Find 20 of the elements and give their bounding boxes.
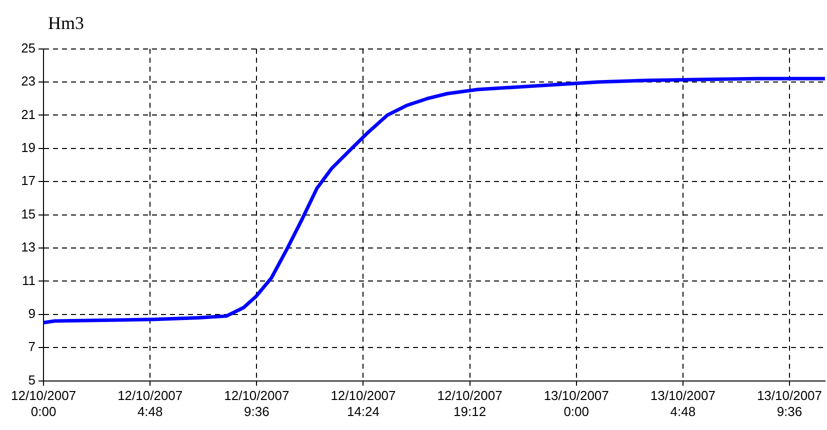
x-tick-label: 12/10/2007 14:24 bbox=[330, 388, 396, 419]
x-tick-label: 13/10/2007 9:36 bbox=[756, 388, 822, 419]
y-tick-label: 9 bbox=[28, 306, 36, 321]
y-tick-label: 13 bbox=[21, 240, 36, 255]
x-tick-label: 12/10/2007 19:12 bbox=[437, 388, 502, 419]
y-tick-label: 15 bbox=[21, 206, 36, 222]
y-axis-title: Hm3 bbox=[47, 12, 85, 35]
y-tick-label: 7 bbox=[28, 339, 36, 354]
x-tick-label: 12/10/2007 4:48 bbox=[118, 388, 183, 419]
x-tick-label: 13/10/2007 0:00 bbox=[544, 388, 609, 419]
y-tick-label: 19 bbox=[21, 140, 36, 155]
y-tick-label: 23 bbox=[21, 74, 36, 89]
y-tick-label: 25 bbox=[21, 40, 36, 56]
x-tick-label: 12/10/2007 0:00 bbox=[10, 388, 76, 419]
y-tick-label: 17 bbox=[21, 173, 36, 188]
y-tick-label: 21 bbox=[21, 106, 36, 122]
y-tick-label: 5 bbox=[28, 372, 36, 388]
y-tick-label: 11 bbox=[22, 272, 36, 288]
x-tick-label: 13/10/2007 4:48 bbox=[650, 388, 716, 419]
x-tick-label: 12/10/2007 9:36 bbox=[224, 388, 290, 419]
